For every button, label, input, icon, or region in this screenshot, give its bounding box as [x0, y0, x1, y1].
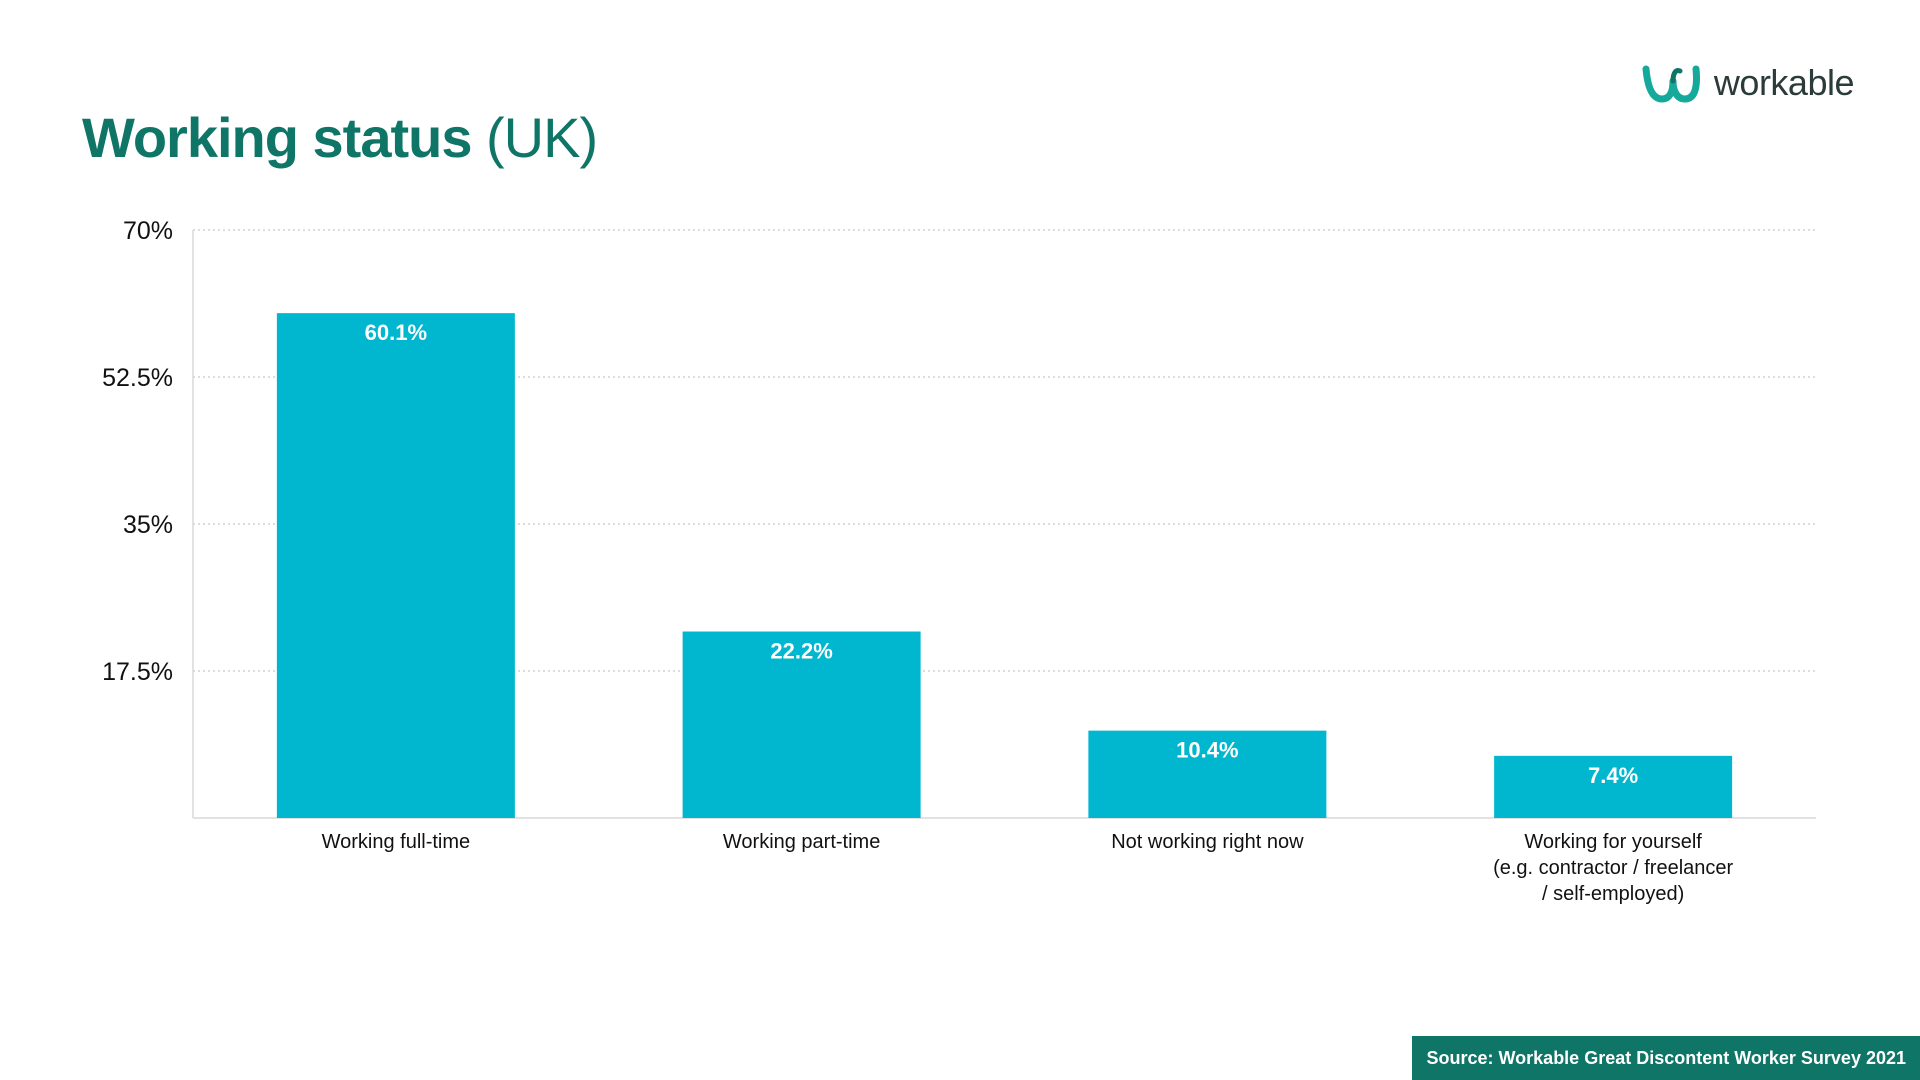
x-category-label-line: / self-employed) — [1542, 883, 1684, 905]
bars — [276, 313, 1733, 818]
bar-value-label: 7.4% — [1588, 763, 1638, 788]
bar-value-label: 22.2% — [770, 639, 832, 664]
labels: 60.1% Working full-time 22.2% Working part-… — [322, 320, 1734, 905]
x-category-label: Working full-time — [322, 831, 471, 853]
bar — [682, 631, 921, 818]
workable-logo-icon — [1642, 65, 1700, 103]
chart-title: Working status (UK) — [82, 100, 598, 176]
chart-title-main: Working status — [82, 106, 472, 169]
x-category-label: Working for yourself (e.g. contractor / f… — [1493, 831, 1733, 905]
y-tick-label: 70% — [123, 217, 173, 245]
y-tick-label: 17.5% — [102, 658, 173, 686]
workable-logo: workable — [1640, 58, 1855, 108]
bar — [1494, 755, 1733, 818]
workable-wordmark: workable — [1713, 62, 1855, 103]
source-footer: Source: Workable Great Discontent Worker… — [1412, 1036, 1920, 1080]
x-category-label: Not working right now — [1111, 831, 1304, 853]
chart-title-region: (UK) — [486, 106, 598, 169]
x-category-label-line: (e.g. contractor / freelancer — [1493, 857, 1733, 879]
x-category-label-line: Working for yourself — [1524, 831, 1702, 853]
y-tick-label: 52.5% — [102, 364, 173, 392]
bar-value-label: 60.1% — [365, 320, 427, 345]
x-category-label-line: Working part-time — [723, 831, 880, 853]
bar — [276, 313, 515, 818]
y-tick-label: 35% — [123, 511, 173, 539]
x-category-label-line: Working full-time — [322, 831, 471, 853]
bar-value-label: 10.4% — [1176, 738, 1238, 763]
x-category-label: Working part-time — [723, 831, 880, 853]
bar — [1088, 730, 1327, 818]
x-category-label-line: Not working right now — [1111, 831, 1304, 853]
